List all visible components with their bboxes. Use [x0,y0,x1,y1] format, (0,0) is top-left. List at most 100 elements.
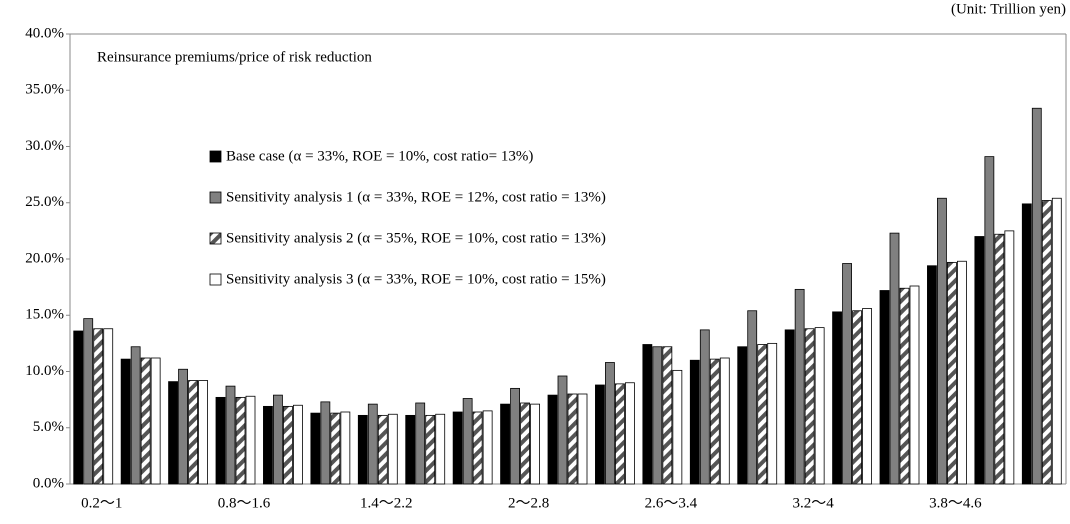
bar [1021,203,1032,485]
bar [482,410,493,485]
x-tick-label: 3.8〜4.6 [929,495,982,511]
legend-swatch [209,273,222,286]
legend-swatch [209,150,222,163]
bar [357,414,368,485]
bar [662,346,673,485]
legend-label: Sensitivity analysis 2 (α = 35%, ROE = 1… [226,230,606,246]
bar [1041,200,1052,485]
bar [235,396,246,485]
bar [794,288,805,485]
bar [245,395,256,485]
bar [320,401,331,485]
bar [520,402,530,485]
x-tick-label: 0.8〜1.6 [218,495,271,511]
bar [1004,230,1015,485]
bar [225,385,236,485]
bar [215,396,226,485]
bar [937,197,947,485]
x-tick-label: 2〜2.8 [508,495,549,511]
bar [567,393,578,485]
bar [1051,197,1062,485]
bar [435,413,446,485]
bar [557,375,568,485]
legend-label: Base case (α = 33%, ROE = 10%, cost rati… [226,148,533,164]
bar [842,263,852,485]
legend-swatch [209,191,222,204]
bar [709,358,720,485]
bar [814,327,825,485]
chart-title: Reinsurance premiums/price of risk reduc… [97,49,372,65]
bar [984,156,995,485]
y-tick-label: 10.0% [25,363,64,379]
bar [804,328,815,485]
bar [1031,107,1042,485]
bar [340,411,351,485]
bar [699,329,710,485]
bar [150,357,161,485]
bar [974,236,985,485]
y-tick-label: 20.0% [25,250,64,266]
bar [530,403,540,485]
legend-label: Sensitivity analysis 3 (α = 33%, ROE = 1… [226,271,606,287]
bar [689,359,700,485]
bar [462,398,473,485]
bar [93,328,104,485]
bar [73,330,84,485]
bar [310,412,321,485]
bar [784,329,795,485]
x-tick-label: 2.6〜3.4 [645,495,698,511]
bar [652,346,663,485]
bar [415,402,426,485]
bar [273,394,283,485]
bar [168,381,178,485]
bar [178,368,188,485]
y-tick-label: 35.0% [25,82,64,98]
bar [510,387,520,485]
bar [387,413,398,485]
bar [120,358,131,485]
bar [615,383,625,485]
bar [293,404,303,485]
legend-swatch [209,232,222,245]
bar [605,362,615,485]
bar [330,412,341,485]
y-tick-label: 25.0% [25,194,64,210]
bar [472,411,483,485]
unit-note: (Unit: Trillion yen) [951,1,1066,17]
bar [425,414,436,485]
bar [642,344,653,485]
bar [595,384,605,485]
bar [625,382,635,485]
y-tick-label: 40.0% [25,25,64,41]
bar [367,403,378,485]
x-tick-label: 1.4〜2.2 [360,495,413,511]
bar [852,310,862,485]
bar [547,394,558,485]
bar [957,260,967,485]
bar [500,403,510,485]
bar [140,357,151,485]
bar [747,310,758,485]
bar [862,308,872,485]
bar [994,233,1005,485]
bar [767,342,778,485]
x-tick-label: 0.2〜1 [81,495,122,511]
bar [103,328,114,485]
bar [899,287,910,485]
bar [377,414,388,485]
y-tick-label: 5.0% [33,419,64,435]
bar [832,311,842,485]
bar [405,414,416,485]
legend-label: Sensitivity analysis 1 (α = 33%, ROE = 1… [226,189,606,205]
bar [757,344,768,485]
bar [879,290,890,485]
bar [577,393,588,485]
bar [719,357,730,485]
y-tick-label: 30.0% [25,138,64,154]
bar [188,380,198,485]
bar [263,405,273,485]
bar [198,380,208,485]
y-tick-label: 0.0% [33,475,64,491]
